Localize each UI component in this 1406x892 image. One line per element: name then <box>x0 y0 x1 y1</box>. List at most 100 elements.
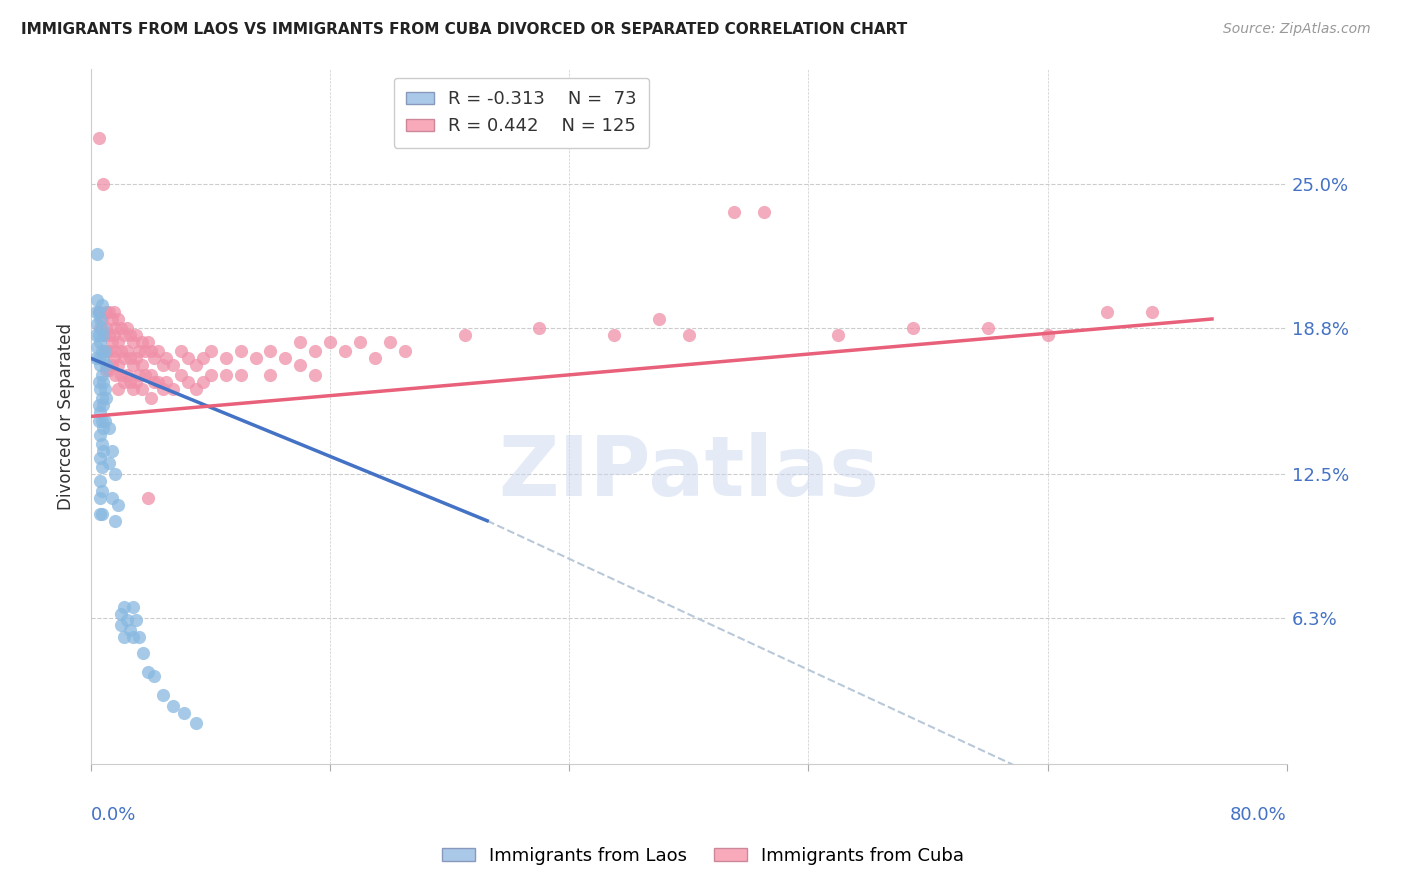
Point <box>86 293 108 308</box>
Point <box>148 375 170 389</box>
Point <box>529 321 551 335</box>
Point <box>152 688 174 702</box>
Point <box>142 351 165 366</box>
Point <box>84 351 107 366</box>
Point <box>86 340 108 354</box>
Point <box>136 335 159 350</box>
Point <box>104 514 127 528</box>
Point <box>103 328 125 343</box>
Point <box>394 344 416 359</box>
Point <box>115 344 138 359</box>
Point <box>87 398 110 412</box>
Point <box>94 363 117 377</box>
Point <box>89 312 111 326</box>
Point <box>319 335 342 350</box>
Point <box>229 368 252 382</box>
Point <box>91 178 114 192</box>
Point <box>155 351 177 366</box>
Point <box>364 351 387 366</box>
Point <box>128 344 150 359</box>
Point <box>90 507 112 521</box>
Point <box>103 305 125 319</box>
Point <box>98 456 121 470</box>
Point <box>184 359 207 373</box>
Point <box>304 368 326 382</box>
Point <box>259 344 281 359</box>
Point <box>94 391 117 405</box>
Point <box>87 131 110 145</box>
Point <box>87 305 110 319</box>
Point <box>184 715 207 730</box>
Point <box>274 351 297 366</box>
Point <box>91 328 114 343</box>
Point <box>177 375 200 389</box>
Point <box>101 491 124 505</box>
Point <box>139 368 162 382</box>
Text: IMMIGRANTS FROM LAOS VS IMMIGRANTS FROM CUBA DIVORCED OR SEPARATED CORRELATION C: IMMIGRANTS FROM LAOS VS IMMIGRANTS FROM … <box>21 22 907 37</box>
Point <box>89 475 111 489</box>
Point <box>112 599 135 614</box>
Point <box>977 321 1000 335</box>
Point <box>89 359 111 373</box>
Point <box>136 665 159 679</box>
Point <box>115 368 138 382</box>
Point <box>454 328 477 343</box>
Y-axis label: Divorced or Separated: Divorced or Separated <box>58 323 75 510</box>
Point <box>101 335 124 350</box>
Point <box>110 321 132 335</box>
Point <box>107 498 129 512</box>
Point <box>131 335 153 350</box>
Point <box>115 614 138 628</box>
Point <box>87 414 110 428</box>
Point <box>139 391 162 405</box>
Point <box>110 618 132 632</box>
Point <box>112 328 135 343</box>
Point <box>142 375 165 389</box>
Point <box>90 321 112 335</box>
Point <box>98 363 121 377</box>
Point <box>259 368 281 382</box>
Point <box>349 335 371 350</box>
Point <box>90 414 112 428</box>
Point <box>98 328 121 343</box>
Point <box>603 328 626 343</box>
Point <box>110 607 132 621</box>
Point <box>136 491 159 505</box>
Point <box>86 317 108 331</box>
Point <box>122 382 145 396</box>
Point <box>148 344 170 359</box>
Point <box>245 351 267 366</box>
Point <box>110 368 132 382</box>
Point <box>177 351 200 366</box>
Point <box>678 328 700 343</box>
Point <box>122 335 145 350</box>
Point <box>107 335 129 350</box>
Point <box>229 344 252 359</box>
Point <box>122 630 145 644</box>
Point <box>162 359 184 373</box>
Point <box>304 344 326 359</box>
Point <box>104 467 127 482</box>
Point <box>89 507 111 521</box>
Text: Source: ZipAtlas.com: Source: ZipAtlas.com <box>1223 22 1371 37</box>
Point <box>115 321 138 335</box>
Point <box>107 312 129 326</box>
Point <box>125 328 148 343</box>
Point <box>91 444 114 458</box>
Point <box>104 321 127 335</box>
Point <box>200 368 222 382</box>
Point <box>98 305 121 319</box>
Point <box>91 375 114 389</box>
Point <box>125 614 148 628</box>
Point <box>103 351 125 366</box>
Point <box>134 344 156 359</box>
Point <box>89 491 111 505</box>
Point <box>93 414 115 428</box>
Point <box>1140 305 1163 319</box>
Point <box>290 335 312 350</box>
Point <box>90 344 112 359</box>
Point <box>162 699 184 714</box>
Point <box>118 328 141 343</box>
Point <box>184 382 207 396</box>
Point <box>91 421 114 435</box>
